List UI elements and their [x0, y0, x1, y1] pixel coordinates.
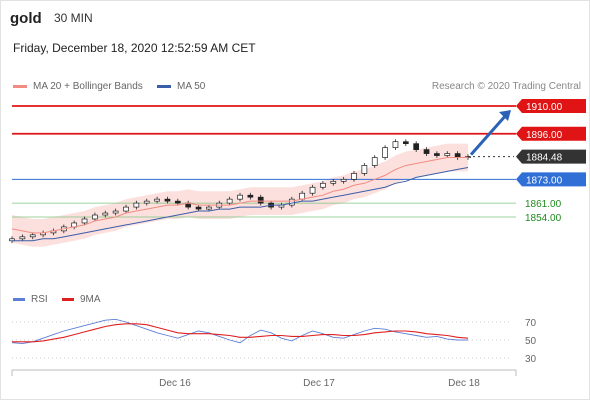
candle-body [454, 153, 461, 158]
candle-body [288, 198, 295, 206]
timeframe-label[interactable]: 30 MIN [54, 11, 93, 25]
candle-body [247, 194, 254, 198]
candle-body [195, 206, 202, 210]
level-tag-bg [516, 99, 586, 113]
level-tag-bg [516, 149, 586, 164]
x-tick-label: Dec 18 [448, 378, 480, 389]
candle-body [133, 202, 140, 208]
level-tag-1896.00: 1896.00 [516, 126, 586, 141]
level-label-1861.00: 1861.00 [525, 199, 562, 210]
candle-body [413, 143, 420, 150]
symbol-title: gold [10, 10, 42, 27]
candle-body [123, 206, 129, 212]
candle-body [299, 192, 306, 200]
level-label-1854.00: 1854.00 [525, 213, 562, 224]
candle-body [423, 149, 430, 154]
level-label-1896.00: 1896.00 [526, 130, 563, 141]
candle-body [330, 180, 337, 184]
candle-body [392, 141, 399, 148]
legend-label-ma20: MA 20 + Bollinger Bands [33, 81, 143, 92]
candle-body [92, 214, 98, 220]
candle-body [143, 200, 150, 204]
candle-body [237, 194, 243, 200]
candle-body [112, 210, 119, 214]
rsi-tick-label: 70 [525, 318, 537, 329]
candle-body [340, 178, 347, 182]
ma20-line [11, 157, 468, 234]
candle-body [154, 198, 160, 202]
level-tag-1873.00: 1873.00 [516, 172, 586, 187]
level-tag-bg [516, 172, 586, 187]
projection-arrow-shaft [469, 113, 509, 156]
candle-body [434, 153, 440, 156]
candle-body [226, 198, 233, 204]
candle-body [402, 141, 409, 145]
candle-body [164, 198, 171, 202]
rsi-tick-label: 30 [525, 354, 537, 365]
candle-body [206, 206, 212, 210]
legend-swatch-rsi [13, 298, 25, 301]
legend-swatch-ma50 [157, 85, 171, 88]
rsi-tick-label: 50 [525, 336, 537, 347]
projection-arrow-head [499, 110, 511, 121]
level-label-1910.00: 1910.00 [526, 102, 563, 113]
level-tag-1910.00: 1910.00 [516, 99, 586, 113]
candle-body [320, 182, 326, 188]
candle-body [361, 165, 368, 174]
legend-ma50: MA 50 [157, 81, 205, 92]
candle-body [382, 147, 388, 158]
candle-body [371, 157, 378, 166]
datetime-label: Friday, December 18, 2020 12:52:59 AM CE… [13, 41, 256, 55]
candle-body [29, 234, 36, 238]
candle-body [174, 200, 181, 204]
x-tick-label: Dec 17 [303, 378, 335, 389]
legend-swatch-9ma [62, 298, 74, 301]
legend-rsi: RSI [13, 294, 48, 305]
legend-label-ma50: MA 50 [177, 81, 206, 92]
legend-9ma: 9MA [62, 294, 101, 305]
level-tag-bg [516, 126, 586, 141]
level-label-1884.48: 1884.48 [526, 153, 563, 164]
credit-text: Research © 2020 Trading Central [431, 81, 581, 92]
legend-swatch-ma20 [13, 85, 27, 88]
candle-body [257, 196, 264, 204]
candle-body [19, 236, 26, 240]
candle-body [444, 153, 451, 156]
legend-label-9ma: 9MA [80, 294, 101, 305]
x-tick-label: Dec 16 [159, 378, 191, 389]
legend-label-rsi: RSI [31, 294, 48, 305]
level-label-1873.00: 1873.00 [526, 175, 563, 186]
candle-body [351, 173, 357, 180]
ma50-line [12, 166, 469, 242]
rsi-series-9ma [12, 323, 469, 343]
level-tag-1884.48: 1884.48 [516, 149, 586, 164]
candle-body [102, 212, 109, 216]
candle-body [81, 218, 88, 224]
legend-ma20-bb: MA 20 + Bollinger Bands [13, 81, 143, 92]
candle-body [309, 186, 316, 194]
